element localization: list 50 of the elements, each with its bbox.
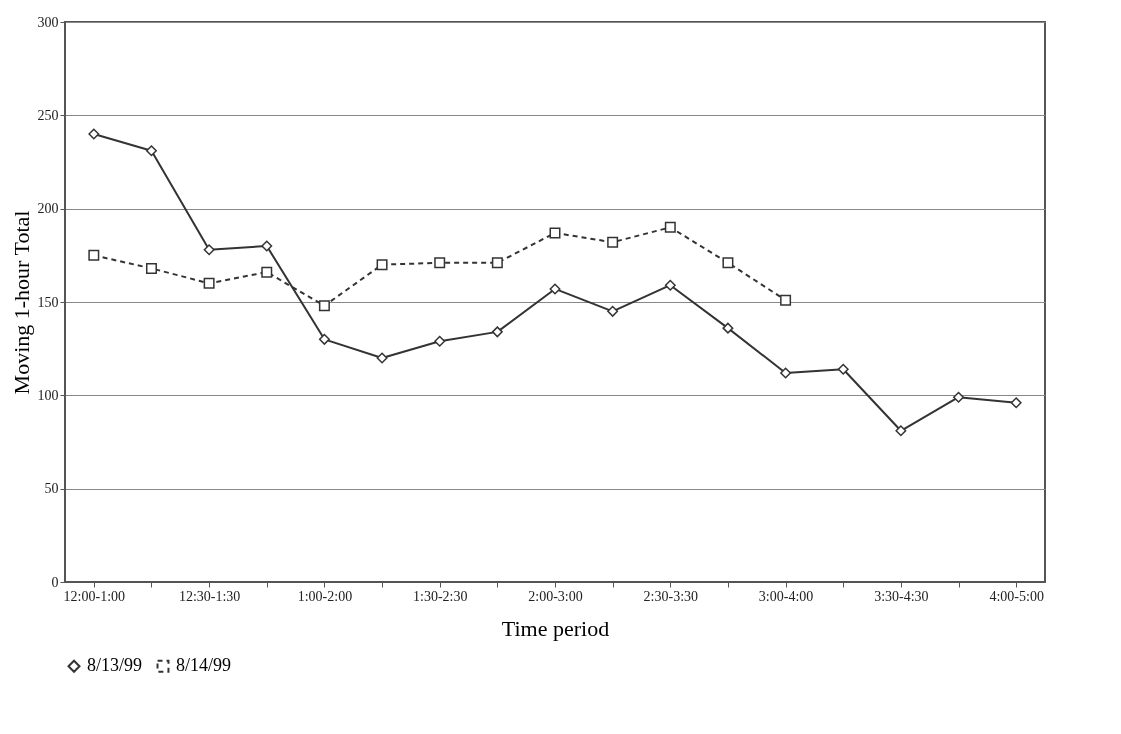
point [722,257,734,269]
point [549,227,561,239]
y-tick-label: 150 [37,294,59,310]
point [318,333,330,345]
point [780,294,792,306]
point [491,326,503,338]
point [780,367,792,379]
x-tick-label: 2:30-3:30 [643,588,699,604]
point [434,335,446,347]
y-tick-label: 200 [37,201,59,217]
x-tick-label: 1:00-2:00 [297,588,353,604]
x-tick-label: 12:30-1:30 [178,588,241,604]
x-tick-label: 3:00-4:00 [758,588,814,604]
point [953,391,965,403]
legend-label: 8/14/99 [176,655,232,676]
x-axis-title: Time period [501,615,610,641]
point [376,352,388,364]
point [145,145,157,157]
y-tick-label: 300 [37,14,59,30]
y-tick-label: 100 [37,387,59,403]
point [88,128,100,140]
point [491,257,503,269]
x-tick-label: 12:00-1:00 [63,588,126,604]
point [261,266,273,278]
point [607,305,619,317]
x-tick-label: 4:00-5:00 [989,588,1044,604]
point [664,279,676,291]
point [261,240,273,252]
point [434,257,446,269]
x-tick-label: 2:00-3:00 [528,588,583,604]
y-tick-label: 0 [51,574,59,590]
point [895,425,907,437]
point [722,322,734,334]
point [1010,397,1022,409]
point [664,221,676,233]
point [318,300,330,312]
y-tick-label: 50 [44,481,59,497]
legend-label: 8/13/99 [87,655,143,676]
point [145,262,157,274]
point [837,363,849,375]
point [549,283,561,295]
x-tick-label: 1:30-2:30 [412,588,468,604]
x-tick-label: 3:30-4:30 [874,588,929,604]
point [88,249,100,261]
point [203,244,215,256]
point [376,259,388,271]
point [607,236,619,248]
y-tick-label: 250 [37,107,59,123]
y-axis-title: Moving 1-hour Total [8,210,34,395]
point [203,277,215,289]
